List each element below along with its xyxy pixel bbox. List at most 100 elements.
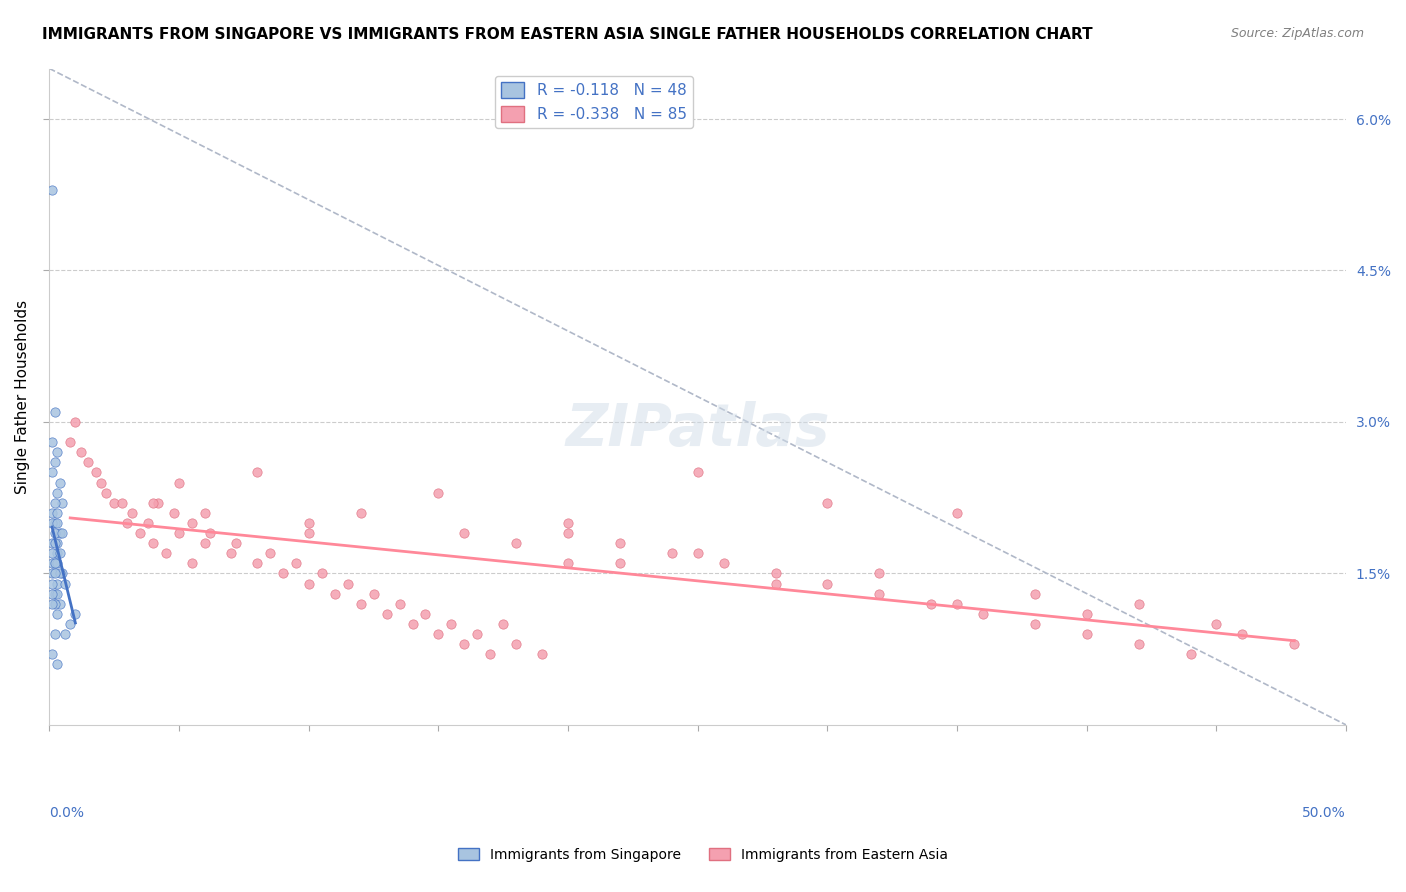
Point (1284, 637, 1306, 651)
Point (49, 475, 72, 490)
Point (453, 526, 475, 541)
Point (427, 627, 450, 641)
Point (401, 617, 423, 632)
Point (505, 536, 527, 550)
Point (1024, 617, 1046, 632)
Y-axis label: Single Father Households: Single Father Households (15, 300, 30, 494)
Point (200, 526, 222, 541)
Point (51, 526, 73, 541)
Point (84, 466, 107, 480)
Point (46, 516, 69, 530)
Point (1128, 637, 1150, 651)
Point (65, 607, 87, 621)
Point (49, 566, 72, 581)
Point (142, 496, 165, 510)
Point (609, 557, 631, 571)
Point (363, 587, 385, 601)
Point (41, 466, 63, 480)
Point (271, 566, 294, 581)
Point (492, 617, 515, 632)
Point (298, 526, 321, 541)
Point (41, 576, 63, 591)
Point (44, 557, 66, 571)
Point (46, 607, 69, 621)
Point (505, 637, 527, 651)
Point (49, 526, 72, 541)
Point (350, 597, 373, 611)
Point (44, 627, 66, 641)
Point (219, 546, 242, 560)
Point (686, 546, 709, 560)
Point (375, 607, 398, 621)
Point (59, 617, 82, 632)
Point (453, 637, 475, 651)
Point (44, 597, 66, 611)
Point (46, 546, 69, 560)
Point (44, 557, 66, 571)
Point (121, 506, 143, 520)
Point (59, 435, 82, 450)
Point (181, 516, 204, 530)
Point (609, 536, 631, 550)
Point (163, 506, 186, 520)
Point (46, 587, 69, 601)
Point (41, 516, 63, 530)
Point (69, 445, 91, 459)
Point (1205, 617, 1227, 632)
Point (661, 546, 683, 560)
Point (148, 496, 170, 510)
Point (336, 576, 359, 591)
Point (41, 647, 63, 661)
Point (96, 485, 118, 500)
Point (1076, 627, 1098, 641)
Point (246, 466, 269, 480)
Point (44, 405, 66, 419)
Point (427, 485, 450, 500)
Point (111, 496, 134, 510)
Point (557, 526, 579, 541)
Point (46, 576, 69, 591)
Point (51, 496, 73, 510)
Point (167, 526, 190, 541)
Point (46, 657, 69, 672)
Point (1232, 627, 1254, 641)
Point (181, 557, 204, 571)
Point (142, 536, 165, 550)
Point (129, 526, 152, 541)
Point (46, 557, 69, 571)
Point (440, 617, 463, 632)
Point (259, 546, 281, 560)
Point (350, 506, 373, 520)
Point (41, 587, 63, 601)
Point (51, 566, 73, 581)
Point (46, 506, 69, 520)
Text: 50.0%: 50.0% (1302, 805, 1346, 820)
Point (167, 475, 190, 490)
Point (946, 597, 969, 611)
Point (298, 576, 321, 591)
Point (415, 607, 437, 621)
Point (1180, 647, 1202, 661)
Point (155, 546, 177, 560)
Legend: Immigrants from Singapore, Immigrants from Eastern Asia: Immigrants from Singapore, Immigrants fr… (453, 842, 953, 867)
Point (972, 607, 994, 621)
Point (817, 496, 839, 510)
Point (46, 485, 69, 500)
Point (65, 415, 87, 429)
Point (41, 566, 63, 581)
Point (77, 455, 100, 469)
Point (46, 445, 69, 459)
Point (946, 506, 969, 520)
Point (298, 516, 321, 530)
Point (103, 496, 125, 510)
Point (311, 566, 333, 581)
Point (41, 557, 63, 571)
Point (41, 597, 63, 611)
Point (44, 496, 66, 510)
Point (284, 557, 307, 571)
Point (531, 647, 554, 661)
Point (246, 557, 269, 571)
Point (686, 466, 709, 480)
Point (765, 566, 787, 581)
Point (41, 506, 63, 520)
